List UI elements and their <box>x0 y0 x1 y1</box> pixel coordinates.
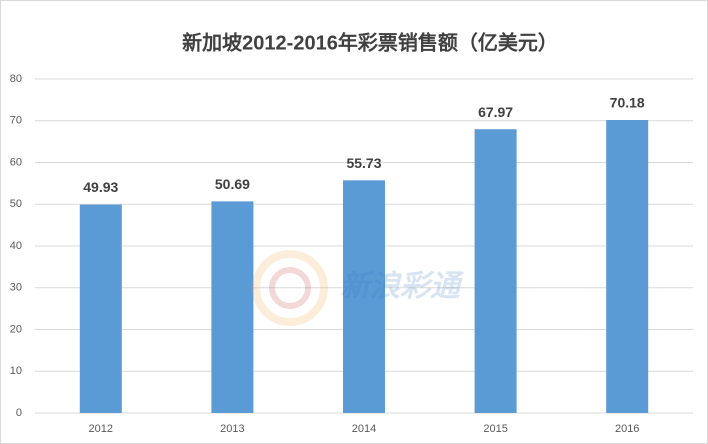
value-label: 70.18 <box>610 95 645 111</box>
value-label: 55.73 <box>346 155 381 171</box>
chart-title: 新加坡2012-2016年彩票销售额（亿美元） <box>182 30 558 54</box>
x-tick-label: 2016 <box>615 423 639 435</box>
watermark-logo <box>252 250 328 326</box>
watermark-text: 新浪彩通 <box>340 269 465 303</box>
y-tick-label: 10 <box>10 365 22 377</box>
bar <box>606 119 649 413</box>
y-tick-label: 60 <box>10 156 22 168</box>
x-tick-label: 2013 <box>220 423 244 435</box>
y-tick-label: 80 <box>10 73 22 85</box>
x-tick-label: 2014 <box>352 423 376 435</box>
x-tick-label: 2012 <box>89 423 113 435</box>
watermark: 新浪彩通 <box>252 250 465 326</box>
y-tick-label: 0 <box>16 407 22 419</box>
bar <box>211 201 254 413</box>
value-label: 67.97 <box>478 104 513 120</box>
bar <box>474 129 517 413</box>
x-tick-label: 2015 <box>483 423 507 435</box>
bar <box>79 204 122 413</box>
value-label: 50.69 <box>215 176 250 192</box>
y-tick-label: 40 <box>10 240 22 252</box>
bar <box>343 180 385 413</box>
y-tick-label: 20 <box>10 323 22 335</box>
y-tick-label: 50 <box>10 198 22 210</box>
watermark-logo <box>269 267 311 309</box>
value-label: 49.93 <box>83 179 118 195</box>
y-tick-label: 70 <box>10 115 22 127</box>
y-tick-label: 30 <box>10 282 22 294</box>
